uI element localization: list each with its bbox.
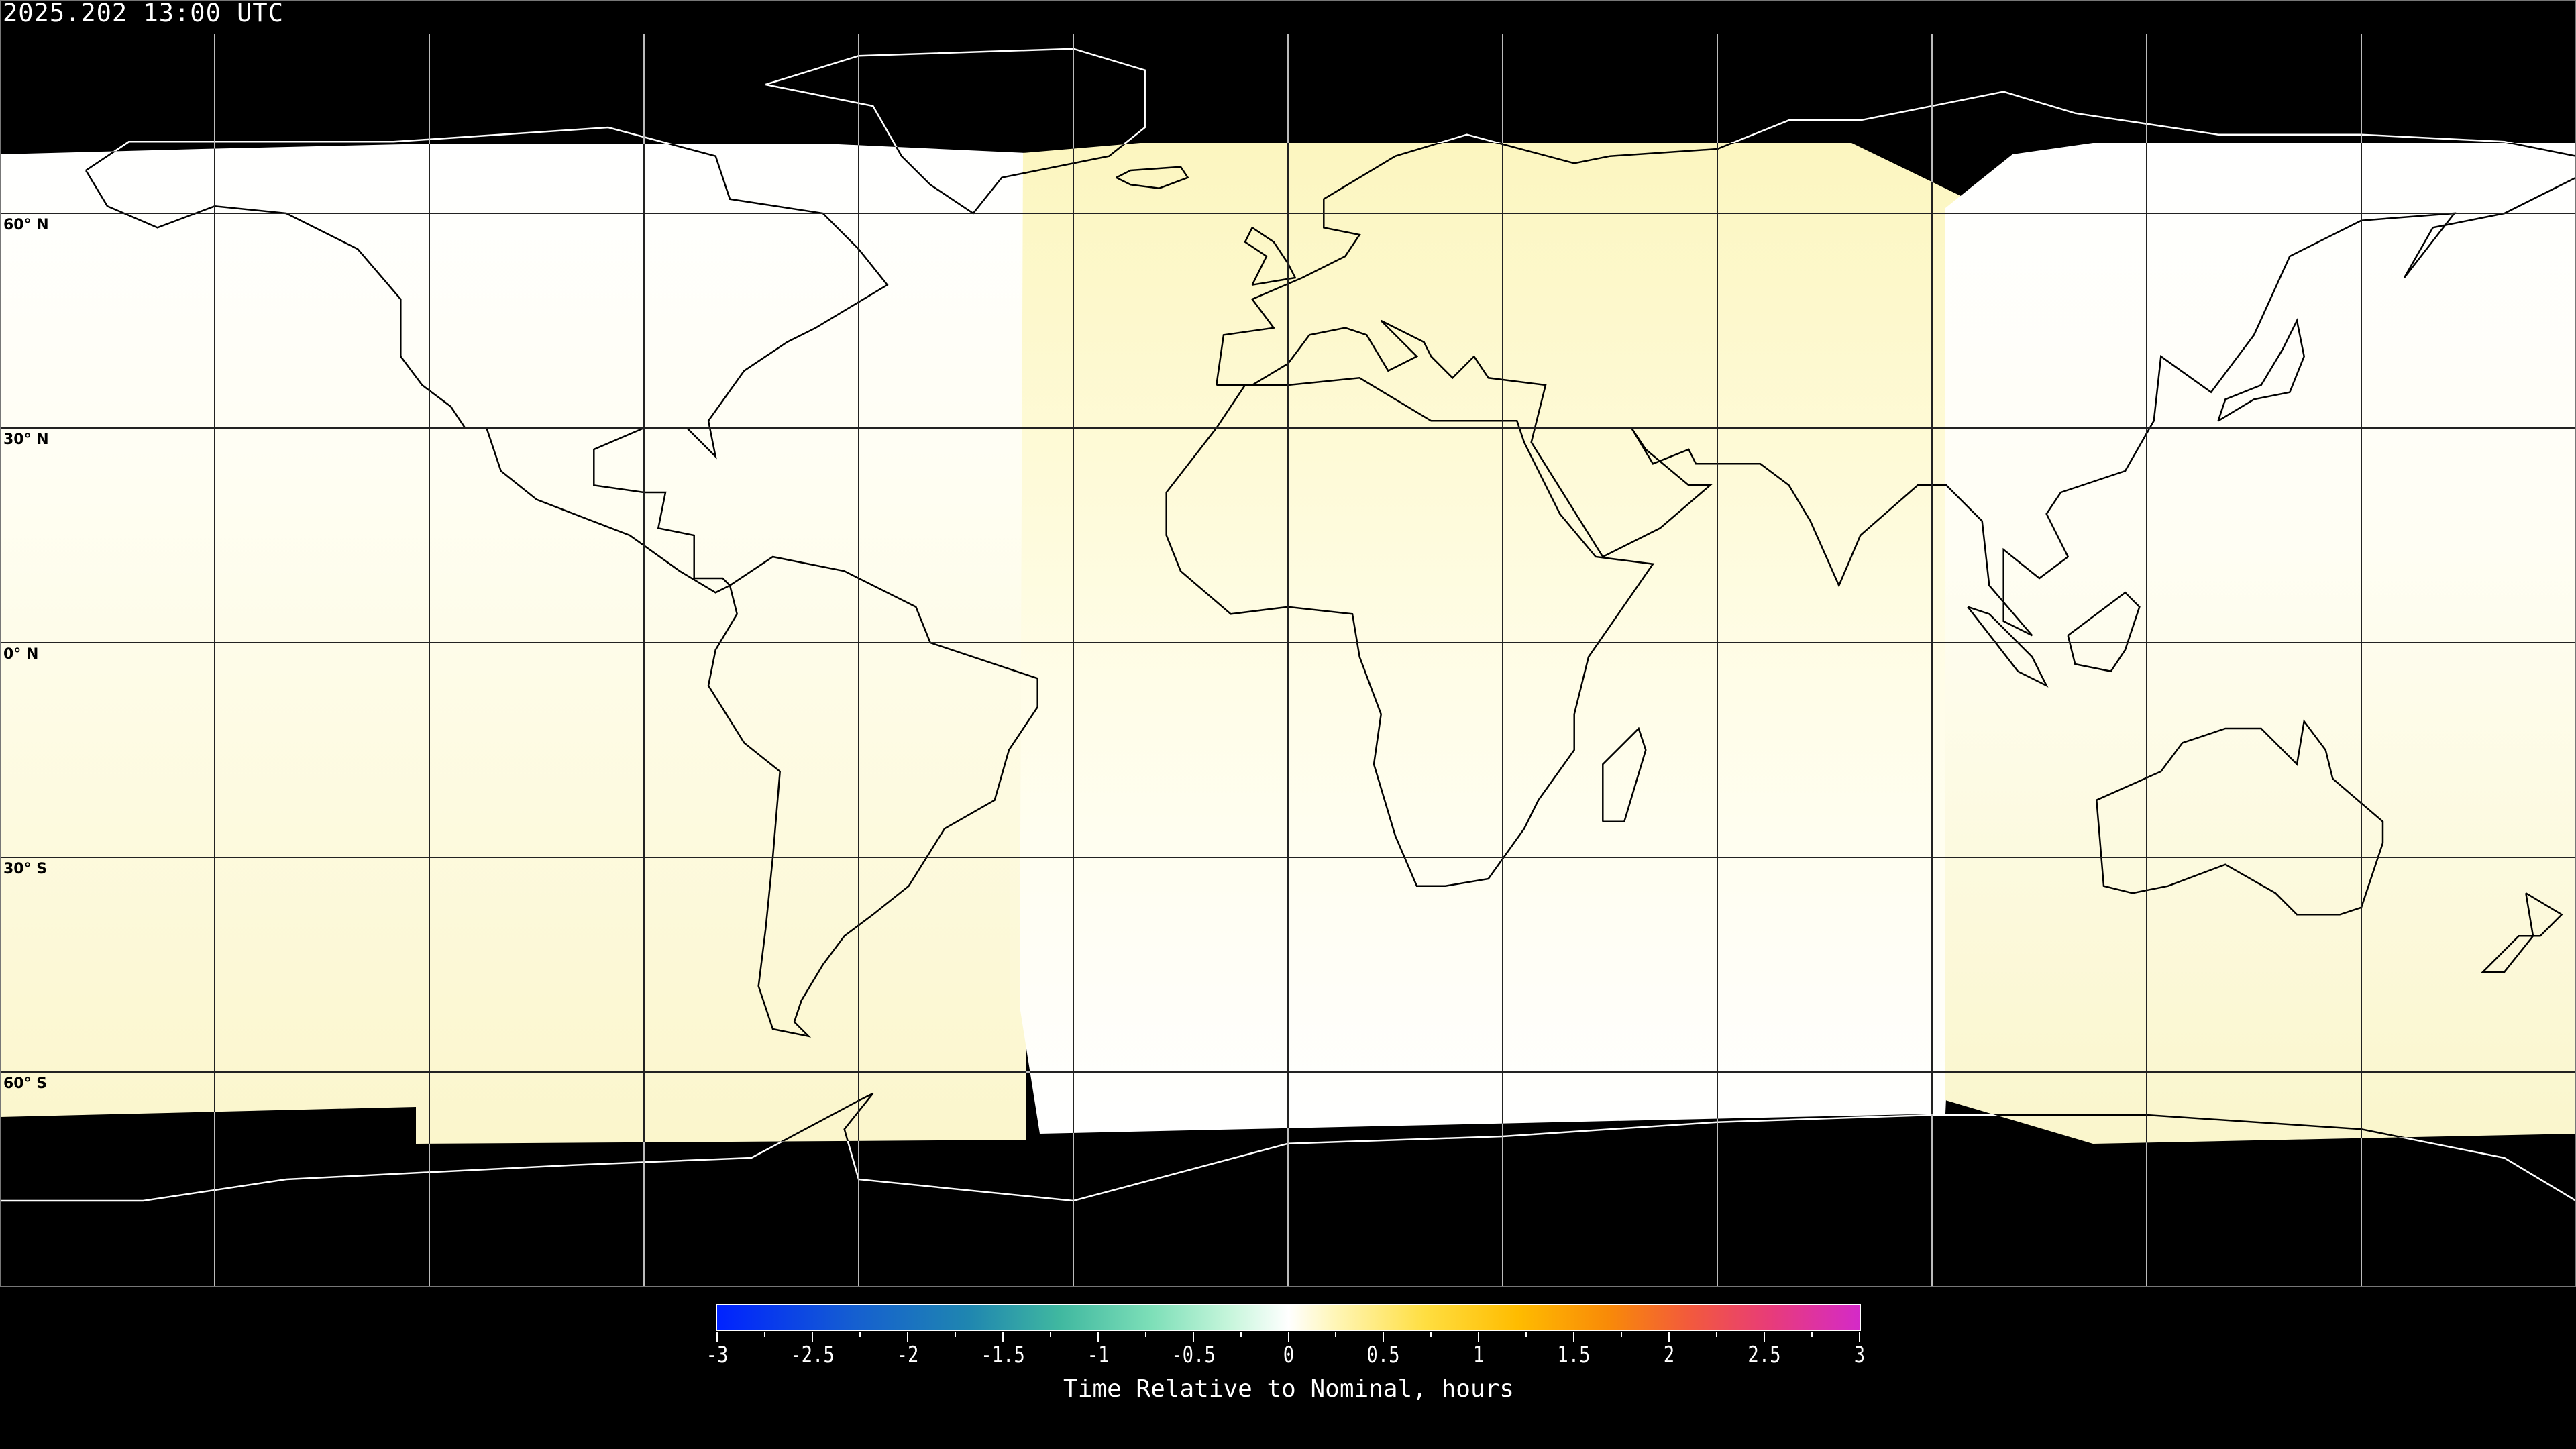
colorbar-tick-label: -3 bbox=[706, 1342, 729, 1368]
colorbar-minor-tick bbox=[1335, 1332, 1337, 1337]
coastline-antarctica bbox=[0, 1092, 2576, 1144]
lat-label-0n: 0° N bbox=[3, 646, 39, 663]
colorbar-major-tick bbox=[1002, 1332, 1004, 1342]
colorbar-tick-label: 2 bbox=[1663, 1342, 1675, 1368]
colorbar-tick-label: 1.5 bbox=[1557, 1342, 1591, 1368]
colorbar-major-tick bbox=[1192, 1332, 1194, 1342]
colorbar-major-tick bbox=[716, 1332, 718, 1342]
colorbar-major-tick bbox=[1764, 1332, 1766, 1342]
colorbar-tick-label: 1 bbox=[1473, 1342, 1485, 1368]
coastline-sumatra bbox=[1967, 606, 2049, 688]
colorbar-minor-tick bbox=[954, 1332, 956, 1337]
coastline-eurasia bbox=[1216, 143, 2576, 637]
coastline-japan bbox=[2217, 318, 2305, 422]
colorbar bbox=[716, 1304, 1861, 1331]
lat-label-60s: 60° S bbox=[3, 1075, 48, 1092]
colorbar-minor-tick bbox=[763, 1332, 765, 1337]
colorbar-minor-tick bbox=[1240, 1332, 1242, 1337]
colorbar-minor-tick bbox=[1144, 1332, 1146, 1337]
coastline-madagascar bbox=[1602, 727, 1647, 822]
colorbar-major-tick bbox=[1668, 1332, 1670, 1342]
coastline-greenland bbox=[765, 143, 1146, 215]
colorbar-minor-tick bbox=[1716, 1332, 1718, 1337]
colorbar-minor-tick bbox=[1430, 1332, 1432, 1337]
timestamp-title: 2025.202 13:00 UTC bbox=[3, 0, 284, 28]
colorbar-minor-tick bbox=[1811, 1332, 1813, 1337]
colorbar-minor-tick bbox=[859, 1332, 861, 1337]
colorbar-major-tick bbox=[811, 1332, 813, 1342]
colorbar-major-tick bbox=[1287, 1332, 1289, 1342]
coastline-borneo bbox=[2067, 591, 2141, 673]
coastline-iceland bbox=[1116, 166, 1189, 189]
colorbar-label: Time Relative to Nominal, hours bbox=[1063, 1375, 1514, 1403]
lat-label-30n: 30° N bbox=[3, 431, 49, 448]
colorbar-tick-label: -2.5 bbox=[790, 1342, 835, 1368]
colorbar-major-tick bbox=[1097, 1332, 1099, 1342]
coastline-great-britain bbox=[1244, 226, 1297, 286]
colorbar-tick-label: -1.5 bbox=[980, 1342, 1025, 1368]
coastline-australia bbox=[2096, 719, 2384, 916]
coastline-africa bbox=[1165, 377, 1655, 887]
colorbar-tick-label: -2 bbox=[896, 1342, 919, 1368]
colorbar-major-tick bbox=[1859, 1332, 1860, 1342]
colorbar-tick-label: 3 bbox=[1854, 1342, 1866, 1368]
colorbar-major-tick bbox=[1383, 1332, 1385, 1342]
coastlines bbox=[0, 143, 2576, 1144]
coastline-south-america bbox=[707, 555, 1038, 1038]
colorbar-tick-label: 2.5 bbox=[1748, 1342, 1781, 1368]
colorbar-tick-label: -0.5 bbox=[1171, 1342, 1216, 1368]
lat-label-60n: 60° N bbox=[3, 217, 49, 233]
colorbar-tick-label: -1 bbox=[1087, 1342, 1110, 1368]
colorbar-major-tick bbox=[1573, 1332, 1575, 1342]
graticule bbox=[0, 143, 2576, 1144]
lat-label-30s: 30° S bbox=[3, 861, 48, 877]
colorbar-minor-tick bbox=[1525, 1332, 1527, 1337]
colorbar-tick-label: 0 bbox=[1283, 1342, 1294, 1368]
colorbar-minor-tick bbox=[1049, 1332, 1051, 1337]
coastline-new-zealand bbox=[2481, 892, 2563, 973]
coastline-north-america bbox=[85, 143, 889, 594]
colorbar-major-tick bbox=[906, 1332, 908, 1342]
world-map bbox=[0, 34, 2576, 1287]
colorbar-tick-label: 0.5 bbox=[1366, 1342, 1400, 1368]
colorbar-minor-tick bbox=[1621, 1332, 1623, 1337]
colorbar-major-tick bbox=[1478, 1332, 1480, 1342]
